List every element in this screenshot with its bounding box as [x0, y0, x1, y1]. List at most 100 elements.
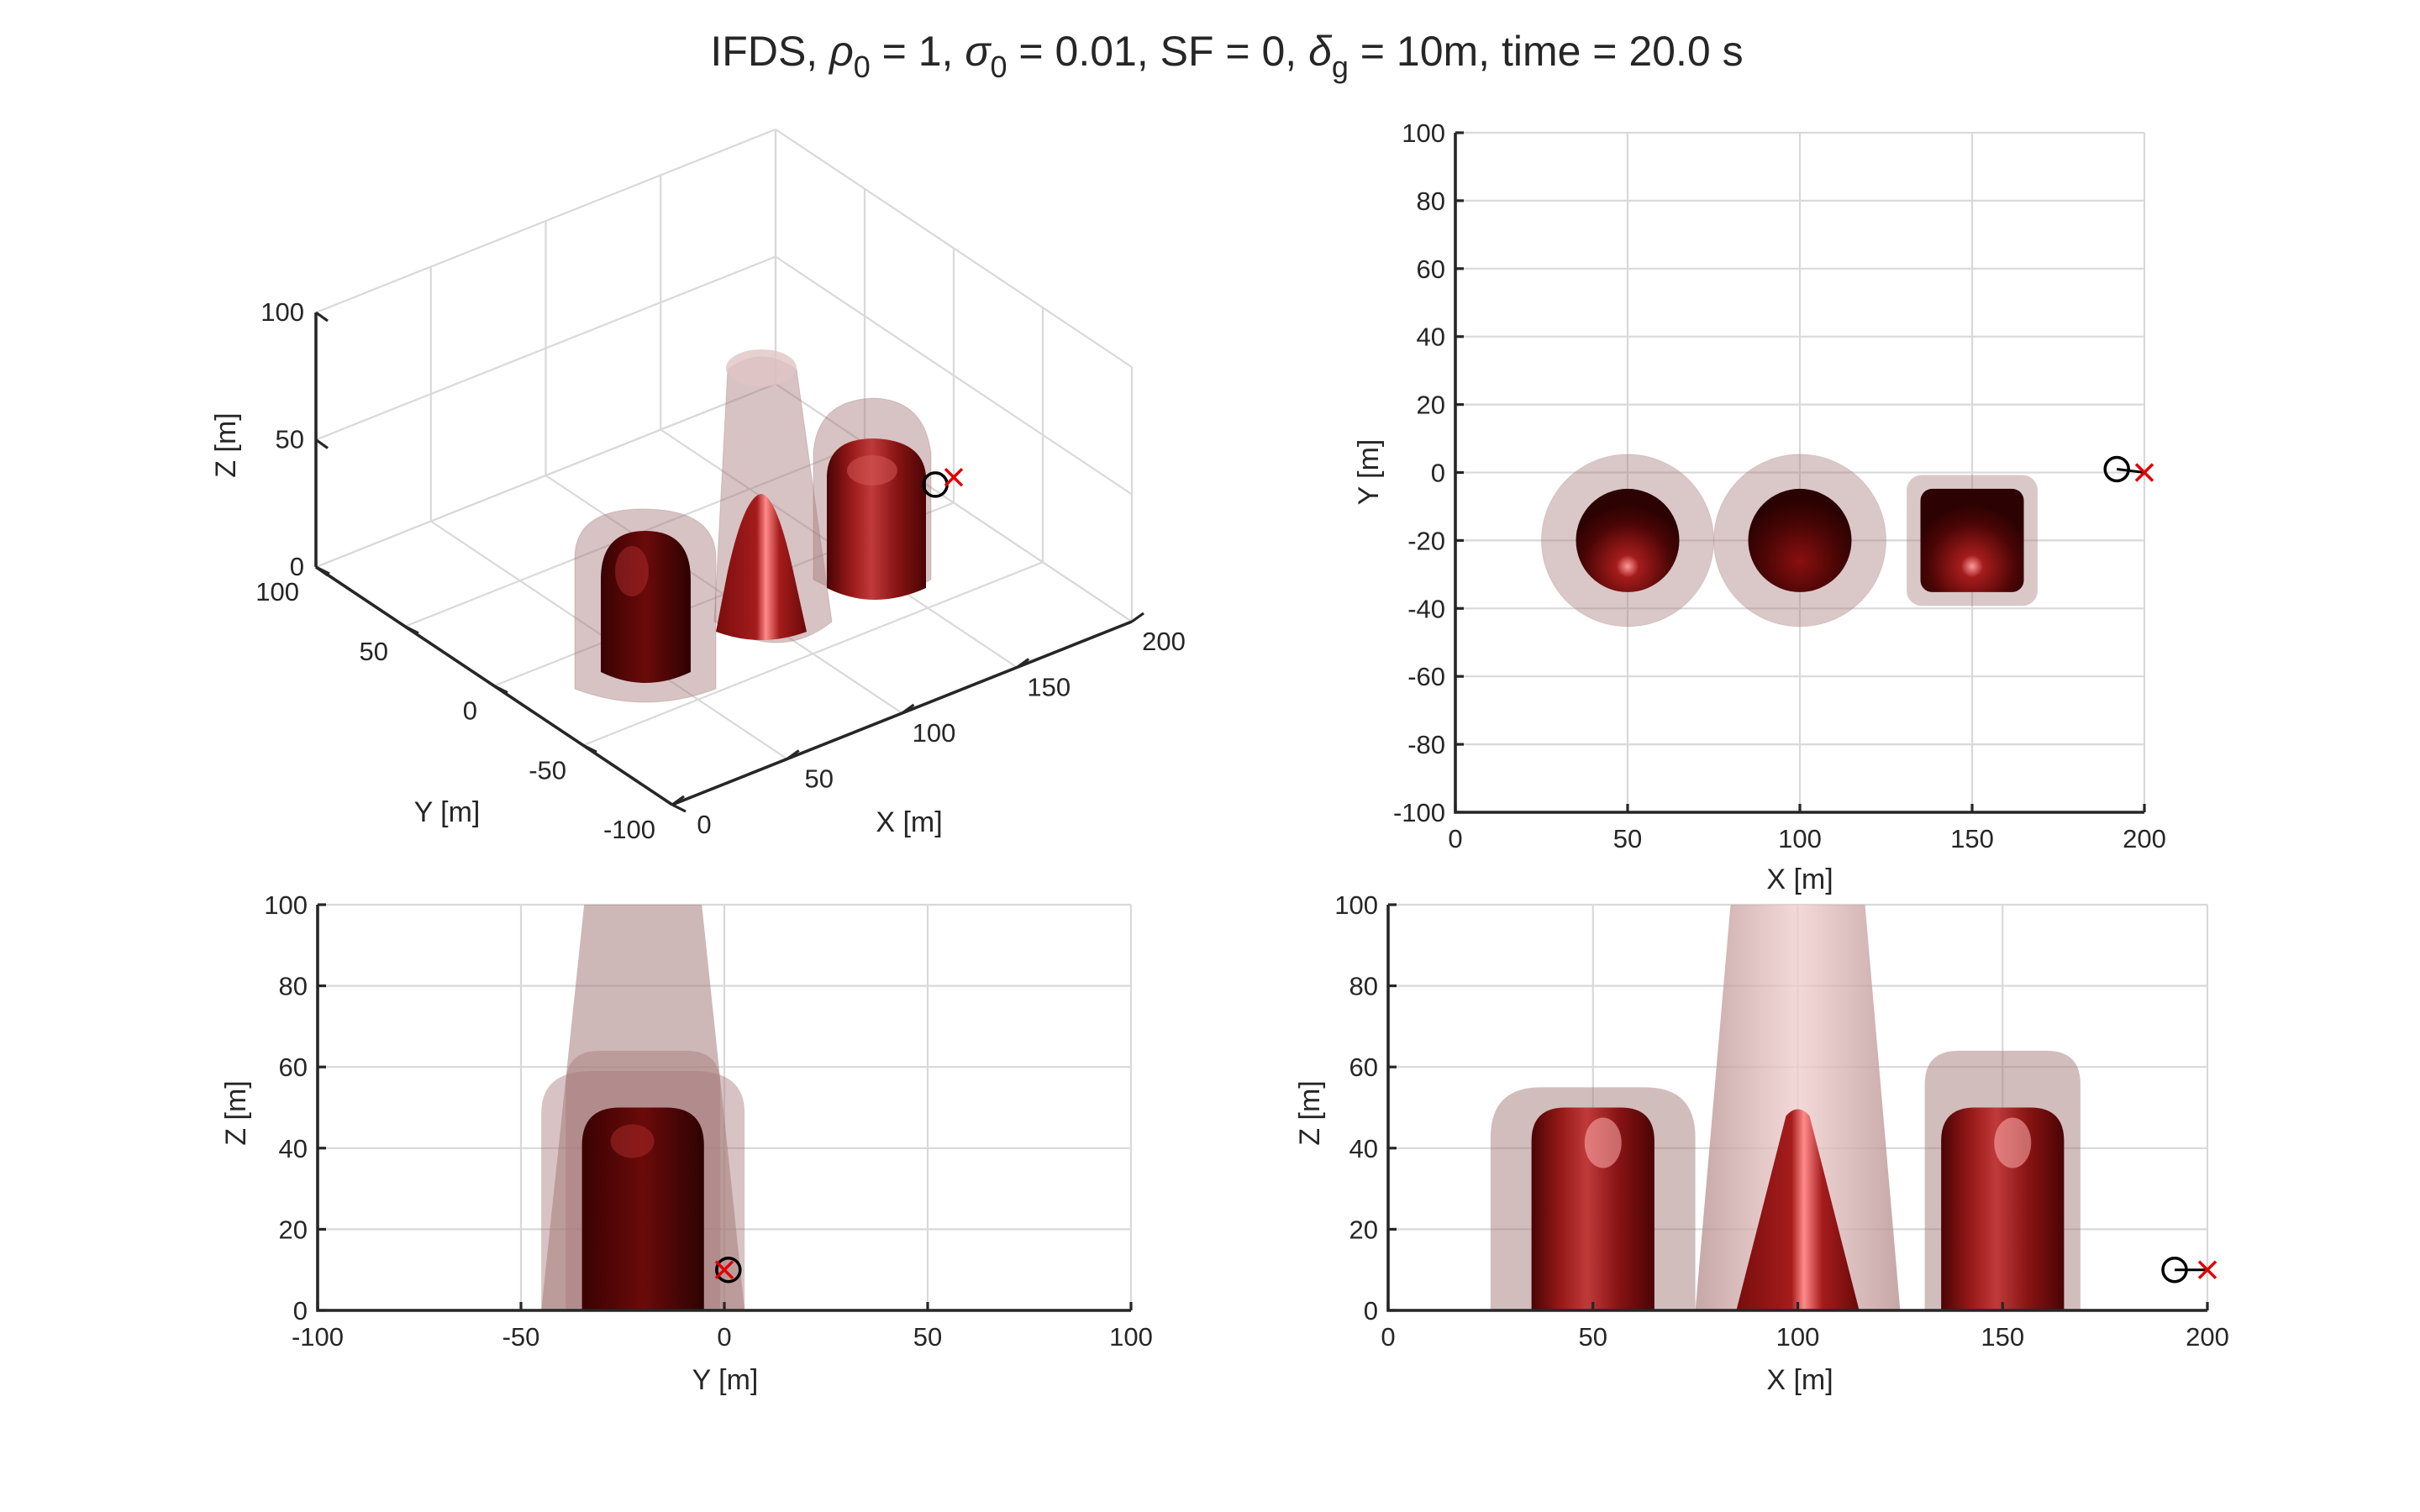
3d-ztick [315, 438, 329, 449]
top-start-marker [2103, 455, 2130, 483]
3d-ytick-label: 50 [360, 637, 388, 666]
3d-xtick-label: 100 [913, 718, 956, 748]
3d-xtick-label: 150 [1027, 673, 1071, 702]
3d-wall2-grid-z [775, 255, 1133, 496]
top-goal-marker [2134, 463, 2154, 482]
xz-obstacle-3 [1941, 1107, 2065, 1310]
figure-title: IFDS, ρ0 = 1, σ0 = 0.01, SF = 0, δg = 10… [710, 28, 1743, 84]
top-axis-lines [1454, 133, 2144, 814]
top-ytick-label: -100 [1393, 798, 1445, 827]
3d-xtick [671, 795, 685, 806]
top-ytick-label: -60 [1407, 662, 1445, 691]
yz-obstacle [581, 1107, 704, 1310]
top-ytick-label: 20 [1417, 391, 1445, 420]
3d-ytick [404, 625, 419, 635]
xz-ytick-label: 0 [1364, 1296, 1378, 1326]
top-ylabel: Y [m] [1353, 439, 1385, 506]
xz-ytick-label: 20 [1349, 1215, 1378, 1244]
3d-ytick-label: -100 [603, 815, 655, 844]
yz-axis-lines [316, 905, 1131, 1312]
3d-wall2-grid-z [775, 129, 1133, 368]
top-obstacle-3 [1920, 488, 2024, 592]
yz-xtick-label: -100 [292, 1322, 344, 1352]
3d-wall-grid-z [315, 255, 776, 441]
3d-xlabel: X [m] [876, 806, 942, 838]
top-obstacle-2 [1748, 488, 1852, 592]
3d-xtick [1131, 612, 1144, 623]
3d-solid-3-highlight [847, 455, 897, 486]
xz-xtick-label: 150 [1981, 1322, 2024, 1352]
top-ytick-label: 60 [1417, 255, 1445, 284]
xz-obstacle-1 [1531, 1107, 1655, 1310]
3d-ytick-label: 100 [255, 577, 299, 606]
3d-obstacle-1 [574, 508, 717, 703]
yz-start-marker [715, 1256, 742, 1284]
xz-obstacle-3-highlight [1994, 1117, 2032, 1168]
panel-top: 0 50 100 150 200 -100 -80 -60 -40 -20 0 20 40 60 80 100… [1353, 118, 2166, 895]
3d-ytick-label: 0 [463, 696, 477, 726]
top-axes: 0 50 100 150 200 -100 -80 -60 -40 -20 0 20 40 60 80 100 [1393, 118, 2166, 853]
3d-xtick [786, 749, 800, 760]
yz-axes: -100 -50 0 50 100 0 20 40 60 80 100 [264, 890, 1153, 1352]
xz-markers [2161, 1256, 2217, 1284]
yz-xtick-label: 50 [913, 1322, 942, 1352]
yz-ytick-label: 0 [293, 1296, 308, 1326]
top-ytick-label: 80 [1417, 186, 1445, 216]
3d-markers [922, 467, 964, 498]
xz-axes: 0 50 100 150 200 0 20 40 60 80 100 [1334, 890, 2229, 1352]
top-grid [1454, 131, 2146, 814]
3d-ztick-label: 100 [260, 297, 304, 327]
3d-ztick-label: 50 [276, 425, 304, 454]
xz-start-marker [2161, 1256, 2188, 1284]
top-ytick-label: -20 [1407, 526, 1445, 555]
top-xtick-label: 200 [2123, 824, 2166, 853]
3d-wall-grid-z [315, 382, 776, 569]
xz-goal-marker [2197, 1260, 2217, 1279]
3d-goal-marker [944, 467, 964, 487]
3d-xtick [901, 703, 915, 715]
xz-ytick-label: 40 [1349, 1134, 1378, 1163]
3d-obstacle-3 [813, 397, 932, 600]
yz-obstacles [541, 905, 745, 1310]
3d-obstacles [574, 349, 932, 703]
top-obstacles [1541, 454, 2038, 627]
xz-ytick-label: 60 [1349, 1053, 1378, 1082]
xz-obstacles [1490, 905, 2081, 1310]
xz-xtick-label: 100 [1776, 1322, 1820, 1352]
yz-goal-marker [714, 1260, 734, 1279]
3d-ytick [493, 685, 508, 694]
xz-xtick-label: 200 [2186, 1322, 2229, 1352]
top-ytick-label: -80 [1407, 730, 1445, 759]
xz-ytick-label: 100 [1334, 890, 1378, 920]
3d-ytick [671, 803, 687, 813]
3d-zlabel: Z [m] [210, 412, 242, 477]
top-markers [2103, 455, 2154, 483]
top-ytick-label: 0 [1431, 459, 1445, 488]
3d-solid-2 [716, 494, 807, 640]
yz-markers [714, 1256, 742, 1284]
panel-yz: -100 -50 0 50 100 0 20 40 60 80 100 Y [m] Z [m] [220, 890, 1153, 1396]
yz-xtick-label: -50 [502, 1322, 540, 1352]
xz-obstacle-1-highlight [1584, 1117, 1622, 1168]
3d-wall-grid-z [315, 128, 776, 314]
3d-xtick [1016, 658, 1030, 669]
3d-xtick-label: 50 [805, 764, 834, 794]
3d-ztick [315, 565, 329, 577]
3d-ytick [582, 743, 597, 753]
top-xtick-label: 50 [1613, 824, 1642, 853]
top-xtick-label: 100 [1778, 824, 1822, 853]
xz-xtick-label: 0 [1381, 1322, 1395, 1352]
xz-obstacle-2 [1736, 1109, 1860, 1310]
3d-ztick-label: 0 [290, 552, 304, 581]
yz-ylabel: Z [m] [220, 1080, 252, 1145]
yz-ytick-label: 80 [279, 972, 308, 1001]
3d-xtick-label: 200 [1142, 627, 1186, 656]
yz-ytick-label: 40 [279, 1134, 308, 1163]
yz-xlabel: Y [m] [692, 1364, 759, 1396]
yz-obstacle-highlight [610, 1124, 655, 1158]
xz-ylabel: Z [m] [1294, 1080, 1326, 1145]
yz-xtick-label: 100 [1109, 1322, 1153, 1352]
3d-wall2-grid-z [775, 383, 1133, 622]
yz-ytick-label: 20 [279, 1215, 308, 1244]
